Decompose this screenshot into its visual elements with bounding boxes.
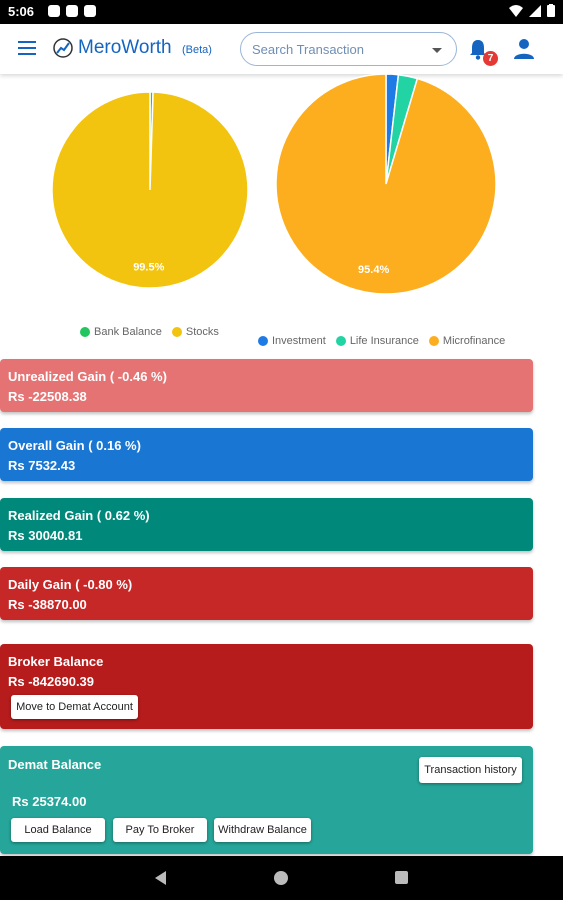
broker-balance-card: Broker Balance Rs -842690.39 Move to Dem… bbox=[0, 644, 533, 729]
wifi-icon bbox=[509, 4, 523, 17]
card-title: Unrealized Gain ( -0.46 %) bbox=[8, 369, 167, 384]
load-balance-button[interactable]: Load Balance bbox=[11, 818, 105, 842]
app-title: MeroWorth bbox=[78, 37, 172, 58]
card-value: Rs -842690.39 bbox=[8, 674, 95, 689]
notification-icon bbox=[66, 5, 78, 17]
legend-label: Microfinance bbox=[442, 335, 506, 347]
recent-apps-icon[interactable] bbox=[395, 871, 408, 884]
card-title: Broker Balance bbox=[8, 654, 104, 669]
pie-legend-1: Bank Balance Stocks bbox=[80, 326, 219, 338]
menu-icon[interactable] bbox=[18, 41, 36, 55]
legend-color-dot bbox=[171, 327, 182, 337]
card-value: Rs -22508.38 bbox=[8, 389, 87, 404]
status-indicators bbox=[509, 4, 555, 17]
notification-badge: 7 bbox=[483, 51, 498, 66]
pie-data-label: 95.4% bbox=[358, 264, 389, 276]
logo-icon bbox=[53, 38, 73, 58]
chevron-down-icon bbox=[432, 48, 442, 53]
navigation-bar bbox=[0, 856, 563, 900]
charts-section: 99.5% 95.4% Bank Balance Stocks Investment… bbox=[0, 74, 563, 356]
legend-item[interactable]: Life Insurance bbox=[335, 335, 419, 347]
legend-label: Investment bbox=[272, 335, 326, 347]
legend-label: Bank Balance bbox=[94, 326, 162, 338]
legend-color-dot bbox=[428, 336, 439, 346]
app-bar: MeroWorth (Beta) Search Transaction 7 bbox=[0, 24, 563, 74]
overall-gain-card[interactable]: Overall Gain ( 0.16 %) Rs 7532.43 bbox=[0, 428, 533, 481]
notification-icon bbox=[48, 5, 60, 17]
unrealized-gain-card[interactable]: Unrealized Gain ( -0.46 %) Rs -22508.38 bbox=[0, 359, 533, 412]
legend-color-dot bbox=[80, 327, 90, 337]
card-title: Overall Gain ( 0.16 %) bbox=[8, 438, 141, 453]
move-to-demat-button[interactable]: Move to Demat Account bbox=[11, 695, 138, 719]
legend-item[interactable]: Investment bbox=[258, 335, 326, 347]
notification-icon bbox=[84, 5, 96, 17]
home-icon[interactable] bbox=[274, 871, 288, 885]
account-icon[interactable] bbox=[513, 38, 535, 60]
app-subtitle: (Beta) bbox=[182, 44, 212, 56]
card-title: Demat Balance bbox=[8, 757, 102, 772]
status-bar: 5:06 bbox=[0, 0, 563, 24]
transaction-history-button[interactable]: Transaction history bbox=[419, 757, 522, 783]
signal-icon bbox=[529, 4, 541, 17]
card-value: Rs 30040.81 bbox=[8, 528, 83, 543]
card-title: Daily Gain ( -0.80 %) bbox=[8, 577, 133, 592]
card-value: Rs -38870.00 bbox=[8, 597, 87, 612]
search-placeholder: Search Transaction bbox=[252, 42, 365, 57]
status-notification-icons bbox=[48, 5, 96, 17]
legend-item[interactable]: Bank Balance bbox=[80, 326, 162, 338]
pie-slice-stocks bbox=[51, 91, 249, 289]
demat-balance-card: Demat Balance Transaction history Rs 253… bbox=[0, 746, 533, 854]
legend-label: Stocks bbox=[185, 326, 219, 338]
pie-data-label: 99.5% bbox=[133, 261, 164, 273]
legend-item[interactable]: Stocks bbox=[171, 326, 219, 338]
search-transaction-dropdown[interactable]: Search Transaction bbox=[240, 32, 457, 66]
pay-to-broker-button[interactable]: Pay To Broker bbox=[113, 818, 207, 842]
legend-item[interactable]: Microfinance bbox=[428, 335, 506, 347]
battery-icon bbox=[547, 4, 555, 17]
legend-color-dot bbox=[335, 336, 346, 346]
legend-label: Life Insurance bbox=[349, 335, 419, 347]
withdraw-balance-button[interactable]: Withdraw Balance bbox=[214, 818, 311, 842]
pie-slice-microfinance bbox=[275, 74, 497, 295]
realized-gain-card[interactable]: Realized Gain ( 0.62 %) Rs 30040.81 bbox=[0, 498, 533, 551]
daily-gain-card[interactable]: Daily Gain ( -0.80 %) Rs -38870.00 bbox=[0, 567, 533, 620]
pie-legend-2: Investment Life Insurance Microfinance bbox=[258, 335, 505, 347]
legend-color-dot bbox=[258, 336, 268, 346]
back-icon[interactable] bbox=[155, 871, 166, 885]
card-value: Rs 25374.00 bbox=[12, 794, 87, 809]
card-title: Realized Gain ( 0.62 %) bbox=[8, 508, 150, 523]
pie-charts: 99.5% 95.4% bbox=[51, 74, 497, 295]
status-time: 5:06 bbox=[8, 4, 35, 19]
bell-icon[interactable] bbox=[468, 38, 488, 60]
card-value: Rs 7532.43 bbox=[8, 458, 76, 473]
